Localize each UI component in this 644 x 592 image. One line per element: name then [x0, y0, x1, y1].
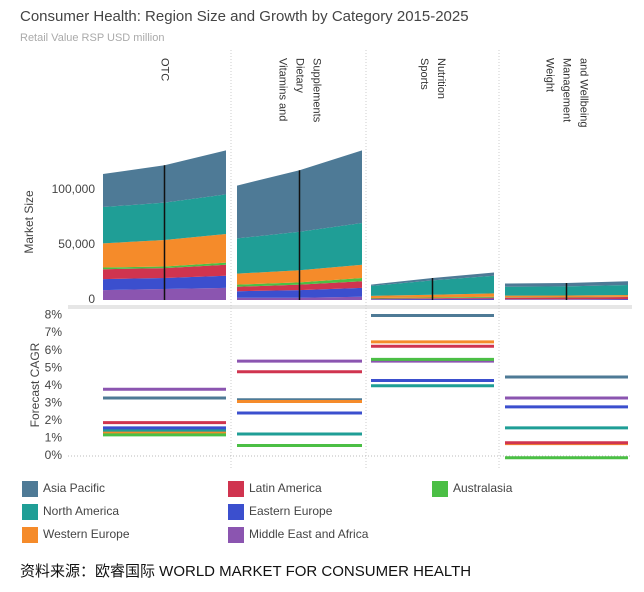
legend-label: Latin America [249, 481, 322, 495]
y-tick-label: 2% [45, 413, 63, 427]
y-tick-label: 6% [45, 343, 63, 357]
legend-swatch [228, 527, 244, 543]
panel-title: Vitamins and [277, 58, 289, 121]
legend-swatch [22, 527, 38, 543]
legend-swatch [228, 481, 244, 497]
panel-title: Management [561, 58, 573, 122]
chart-subtitle: Retail Value RSP USD million [20, 32, 164, 44]
y-tick-label: 3% [45, 395, 63, 409]
legend-swatch [432, 481, 448, 497]
source: 资料来源：欧睿国际 WORLD MARKET FOR CONSUMER HEAL… [20, 563, 471, 580]
y-tick-label: 1% [45, 431, 63, 445]
legend-label: Middle East and Africa [249, 527, 369, 541]
y-tick-label: 5% [45, 360, 63, 374]
y-tick-label: 7% [45, 325, 63, 339]
area [103, 262, 226, 270]
y-axis-label: Forecast CAGR [28, 342, 42, 427]
y-tick-label: 0 [88, 292, 95, 306]
panel-title: Sports [418, 58, 430, 90]
panel-title: Dietary [294, 58, 306, 93]
y-tick-label: 50,000 [58, 237, 95, 251]
panel-title: Supplements [311, 58, 323, 123]
y-axis-label: Market Size [22, 190, 36, 254]
y-tick-label: 4% [45, 378, 63, 392]
panel-title: Nutrition [435, 58, 447, 99]
chart-title: Consumer Health: Region Size and Growth … [20, 8, 469, 25]
panel-title: and Wellbeing [578, 58, 590, 128]
legend-label: Western Europe [43, 527, 130, 541]
legend-label: Asia Pacific [43, 481, 105, 495]
legend-label: North America [43, 504, 119, 518]
panel-title: OTC [159, 58, 171, 81]
legend-label: Australasia [453, 481, 513, 495]
y-tick-label: 0% [45, 448, 63, 462]
legend-swatch [22, 481, 38, 497]
y-tick-label: 100,000 [52, 182, 96, 196]
y-tick-label: 8% [45, 308, 63, 322]
legend-swatch [228, 504, 244, 520]
panel-title: Weight [544, 58, 556, 92]
legend-swatch [22, 504, 38, 520]
legend-label: Eastern Europe [249, 504, 333, 518]
